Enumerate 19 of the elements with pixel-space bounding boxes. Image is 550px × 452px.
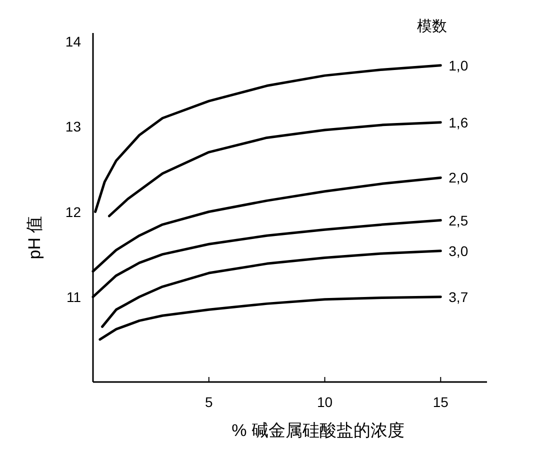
y-tick-label: 13 bbox=[65, 118, 82, 135]
series-label: 2,0 bbox=[448, 170, 468, 186]
legend-title: 模数 bbox=[417, 18, 447, 35]
y-tick-label: 14 bbox=[65, 34, 82, 50]
line-series bbox=[108, 121, 442, 218]
series-label: 1,0 bbox=[448, 57, 468, 74]
series-label: 3,7 bbox=[448, 288, 468, 305]
x-axis-title: % 碱金属硅酸盐的浓度 bbox=[232, 421, 404, 440]
series-label: 1,6 bbox=[448, 114, 468, 130]
line-series bbox=[101, 250, 442, 328]
series-label: 3,0 bbox=[448, 242, 468, 259]
line-series bbox=[98, 296, 442, 341]
x-tick-label: 15 bbox=[432, 394, 449, 410]
y-tick-label: 12 bbox=[65, 204, 82, 220]
y-tick-label: 11 bbox=[66, 288, 82, 305]
series-label: 2,5 bbox=[448, 212, 468, 228]
y-axis-title: pH 值 bbox=[25, 216, 44, 260]
x-tick-label: 5 bbox=[204, 394, 213, 410]
x-tick-label: 10 bbox=[316, 394, 333, 410]
